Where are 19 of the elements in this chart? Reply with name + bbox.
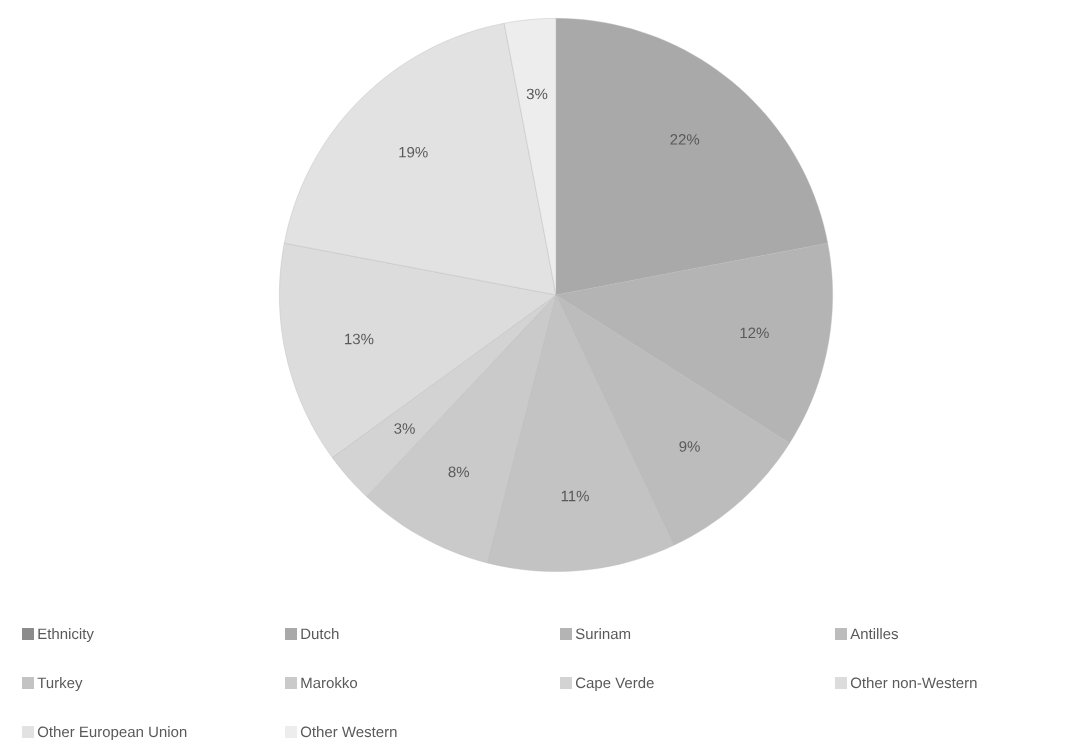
- legend-label: Other Western: [300, 726, 397, 738]
- legend-label: Other non-Western: [850, 677, 977, 689]
- data-label: 19%: [399, 146, 428, 158]
- legend-label: Turkey: [37, 677, 83, 692]
- data-label: 8%: [448, 466, 470, 478]
- data-label: 3%: [394, 423, 415, 434]
- legend-label: Ethnicity: [38, 628, 94, 643]
- legend-label: Antilles: [850, 628, 898, 640]
- data-label: 22%: [670, 134, 700, 145]
- legend-label: Cape Verde: [575, 677, 654, 692]
- data-label: 11%: [561, 490, 589, 502]
- legend-label: Dutch: [301, 628, 339, 640]
- legend-label: Other European Union: [37, 726, 187, 741]
- data-label: 3%: [526, 88, 548, 100]
- legend-label: Marokko: [301, 677, 358, 689]
- legend-label: Surinam: [575, 628, 631, 640]
- data-label: 9%: [679, 441, 700, 452]
- data-label: 13%: [345, 333, 374, 345]
- data-label: 12%: [740, 327, 769, 339]
